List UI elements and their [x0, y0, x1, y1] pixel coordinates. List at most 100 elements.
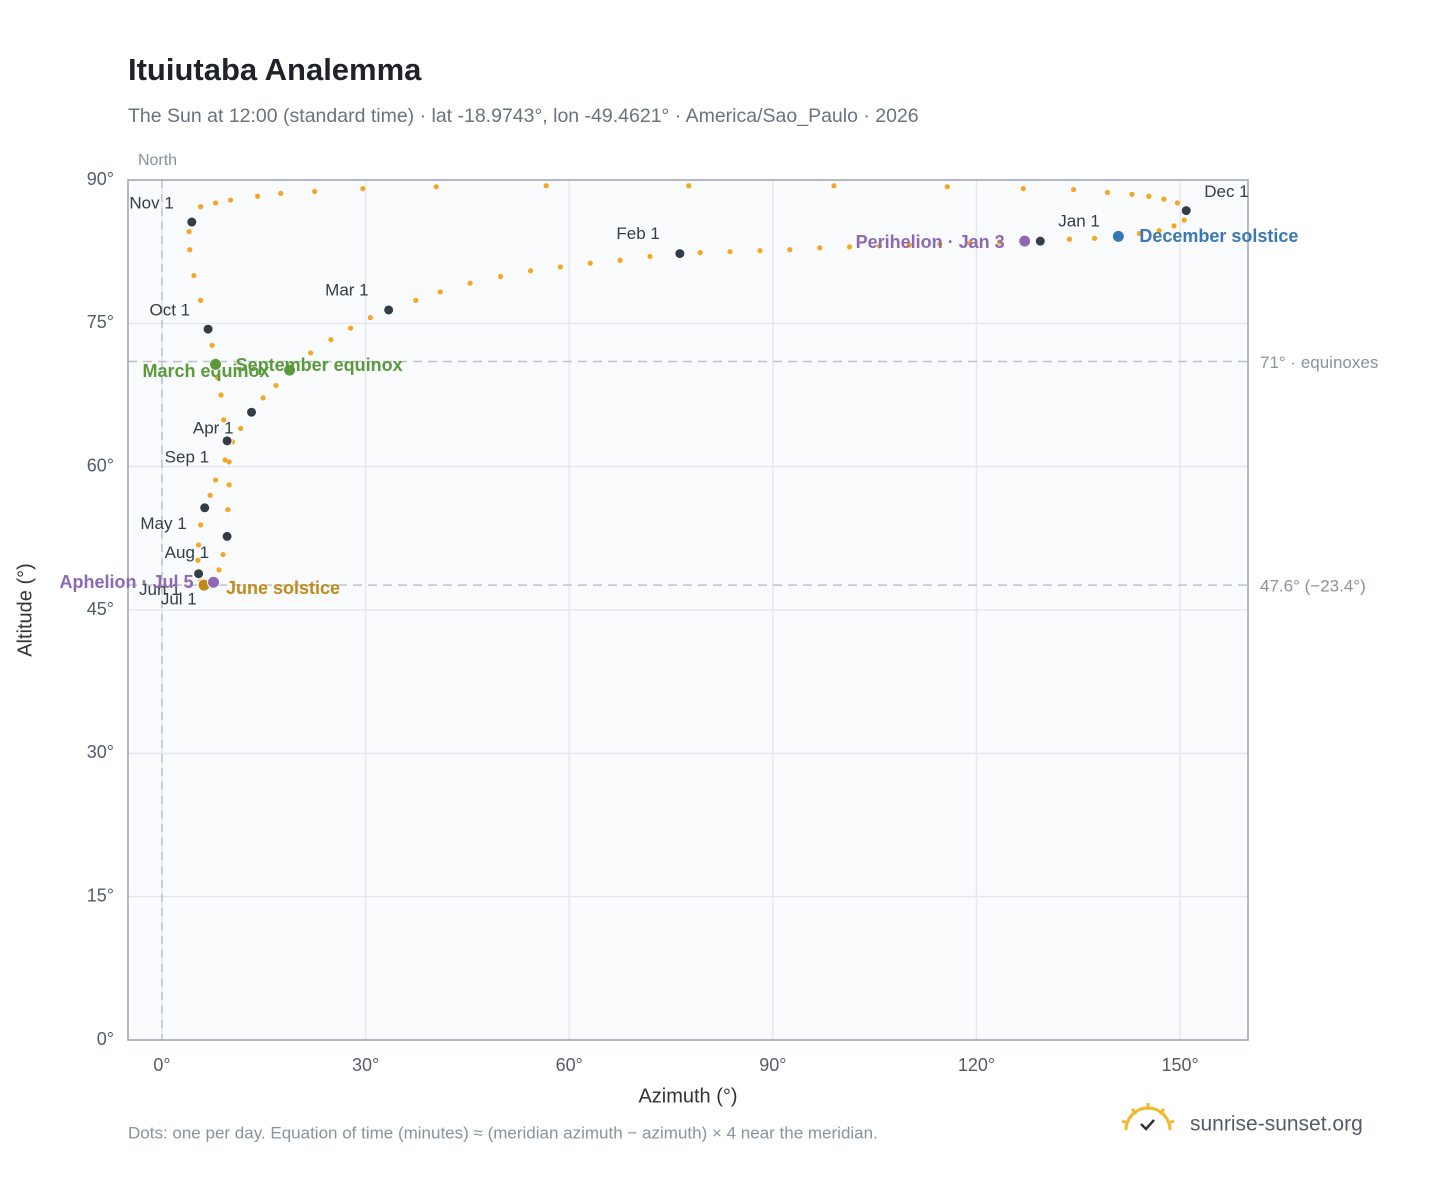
footnote: Dots: one per day. Equation of time (min…: [128, 1123, 878, 1142]
daily-dot: [437, 289, 443, 295]
daily-dot: [1161, 196, 1167, 202]
event-label: June solstice: [226, 578, 340, 598]
month-marker: [202, 323, 214, 335]
y-axis-label: Altitude (°): [14, 563, 36, 657]
y-tick-label: 30°: [87, 742, 114, 762]
month-label: May 1: [140, 514, 186, 533]
x-tick-label: 90°: [759, 1055, 786, 1075]
event-marker: [1018, 234, 1032, 248]
daily-dot: [312, 188, 318, 195]
event-label: September equinox: [236, 355, 403, 375]
daily-dot: [1181, 217, 1187, 223]
event-marker: [209, 357, 223, 371]
month-label: Aug 1: [165, 543, 209, 562]
daily-dot: [1104, 189, 1111, 196]
daily-dot: [1171, 223, 1177, 229]
month-marker: [199, 502, 211, 514]
month-label: Dec 1: [1204, 182, 1248, 201]
month-label: Nov 1: [129, 194, 173, 213]
daily-dot: [212, 477, 219, 483]
daily-dot: [195, 542, 202, 548]
daily-dot: [1156, 228, 1162, 234]
event-marker: [283, 363, 297, 377]
x-tick-label: 0°: [153, 1055, 170, 1075]
daily-dot: [1136, 230, 1142, 237]
daily-dot: [557, 264, 563, 270]
daily-dot: [727, 249, 733, 255]
y-tick-label: 75°: [87, 312, 114, 332]
daily-dot: [906, 242, 912, 248]
daily-dot: [433, 184, 439, 190]
daily-dot: [218, 392, 224, 398]
daily-dot: [238, 425, 244, 432]
month-marker: [186, 216, 198, 228]
daily-dot: [187, 247, 193, 253]
reference-label: 71° · equinoxes: [1260, 353, 1378, 372]
month-marker: [1180, 205, 1192, 217]
y-tick-label: 0°: [97, 1029, 114, 1049]
daily-dot: [225, 507, 231, 513]
daily-dot: [215, 375, 221, 381]
daily-dot: [198, 522, 204, 528]
daily-dot: [198, 204, 204, 210]
daily-dot: [697, 250, 703, 256]
x-tick-label: 60°: [556, 1055, 583, 1075]
daily-dot: [1146, 193, 1152, 199]
daily-dot: [967, 240, 973, 246]
daily-dot: [216, 567, 222, 573]
daily-dot: [307, 350, 314, 356]
north-label: North: [138, 152, 177, 169]
daily-dot: [186, 229, 192, 235]
y-tick-label: 45°: [87, 599, 114, 619]
reference-label: 47.6° (−23.4°): [1260, 577, 1366, 596]
daily-dot: [220, 551, 226, 558]
month-label: Oct 1: [149, 301, 190, 320]
y-tick-label: 15°: [87, 885, 114, 905]
daily-dot: [226, 482, 232, 488]
event-label: December solstice: [1139, 226, 1298, 246]
daily-dot: [227, 197, 234, 203]
brand-logo: [1121, 1103, 1175, 1131]
daily-dot: [212, 200, 219, 206]
event-marker: [207, 575, 221, 589]
month-marker: [383, 304, 395, 316]
daily-dot: [498, 273, 504, 280]
daily-dot: [817, 245, 823, 251]
daily-dot: [413, 297, 419, 303]
x-tick-label: 150°: [1162, 1055, 1199, 1075]
daily-dot: [937, 241, 943, 247]
month-marker: [193, 568, 205, 580]
x-tick-label: 30°: [352, 1055, 379, 1075]
daily-dot: [209, 342, 215, 348]
daily-dot: [1091, 235, 1098, 241]
plot-frame: [127, 179, 1249, 1041]
chart-title: Ituiutaba Analemma: [128, 52, 422, 87]
daily-dot: [221, 417, 227, 423]
event-label: March equinox: [143, 361, 270, 381]
x-tick-label: 120°: [958, 1055, 995, 1075]
daily-dot: [876, 243, 883, 249]
daily-dot: [1070, 186, 1077, 193]
daily-dot: [348, 325, 354, 331]
daily-dot: [1129, 191, 1135, 197]
daily-dot: [944, 184, 950, 190]
month-label: Jun 1: [139, 580, 181, 599]
event-marker: [1111, 229, 1125, 243]
daily-dot: [278, 190, 284, 196]
month-marker: [221, 530, 233, 542]
event-label: Aphelion · Jul 5: [60, 572, 194, 592]
daily-dot: [367, 315, 373, 321]
daily-dot: [255, 193, 261, 199]
brand: sunrise-sunset.org: [1190, 1113, 1363, 1136]
daily-dot: [1066, 236, 1073, 242]
daily-dot: [757, 248, 763, 254]
daily-dot: [831, 183, 837, 189]
month-label: Feb 1: [616, 224, 659, 243]
daily-dot: [467, 280, 473, 286]
daily-dot: [360, 186, 366, 192]
daily-dot: [195, 557, 201, 563]
chart-subtitle: The Sun at 12:00 (standard time) · lat -…: [128, 105, 919, 127]
month-label: Mar 1: [325, 280, 368, 299]
daily-dot: [198, 297, 204, 303]
